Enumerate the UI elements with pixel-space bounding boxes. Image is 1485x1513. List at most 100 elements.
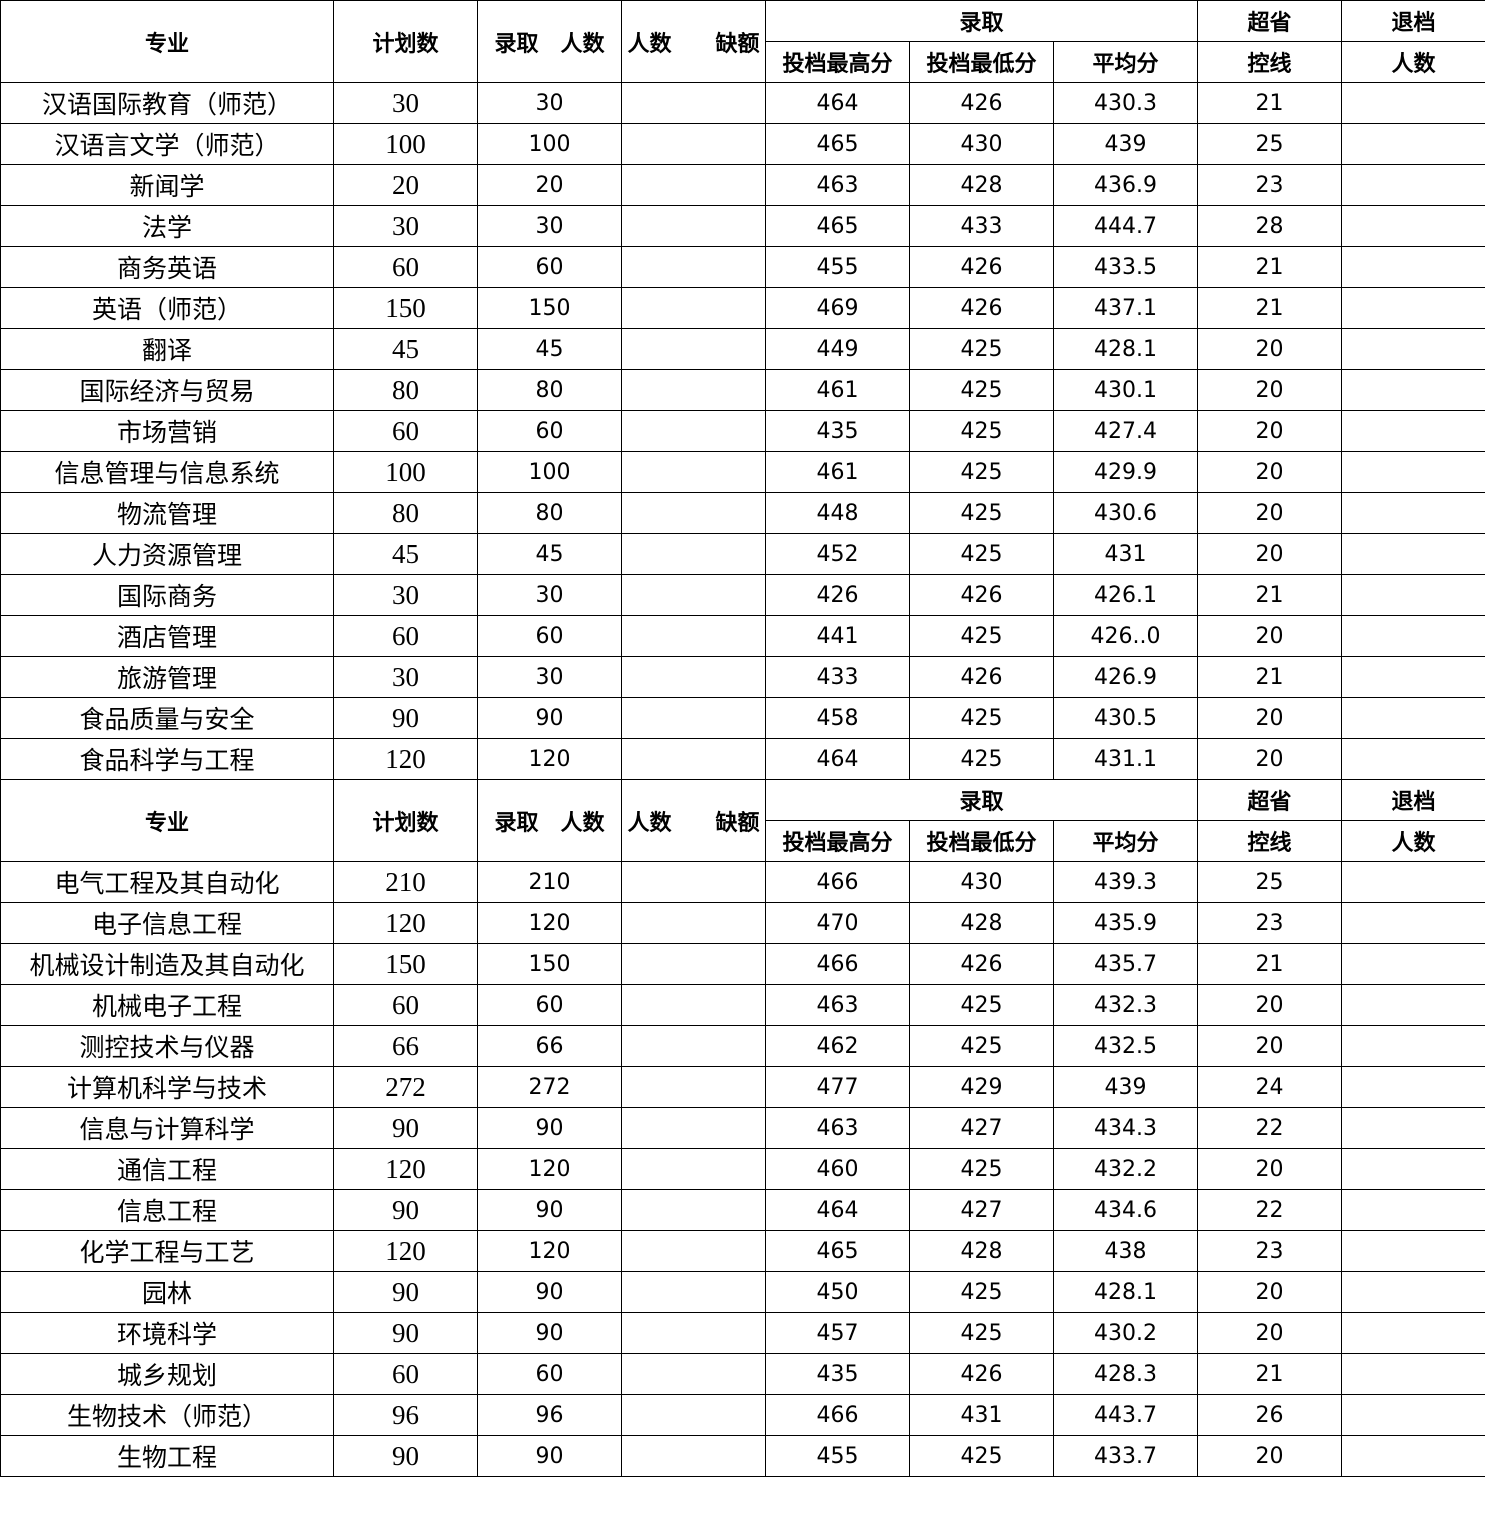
cell-max-score: 433 (765, 656, 910, 698)
cell-above-line: 21 (1197, 287, 1343, 329)
cell-above-line: 20 (1197, 615, 1343, 657)
cell-min-score: 425 (909, 1271, 1054, 1313)
cell-plan: 120 (333, 1148, 478, 1190)
header-max-score: 投档最高分 (765, 820, 910, 862)
header-max-score: 投档最高分 (765, 41, 910, 83)
header-admission-group: 录取 (764, 779, 1199, 821)
header-withdrawn-2: 人数 (1341, 41, 1485, 83)
cell-above-line: 21 (1197, 574, 1343, 616)
table-row: 测控技术与仪器 66 66 462 425 432.5 20 (0, 1025, 1485, 1067)
cell-shortfall (621, 1148, 766, 1190)
table-row: 食品质量与安全 90 90 458 425 430.5 20 (0, 697, 1485, 739)
cell-min-score: 428 (909, 902, 1054, 944)
cell-major: 电气工程及其自动化 (0, 861, 334, 903)
cell-admitted: 66 (477, 1025, 622, 1067)
cell-plan: 30 (333, 82, 478, 124)
cell-withdrawn (1341, 656, 1485, 698)
cell-max-score: 457 (765, 1312, 910, 1354)
cell-avg-score: 433.7 (1052, 1435, 1199, 1477)
cell-admitted: 120 (477, 902, 622, 944)
cell-major: 汉语言文学（师范） (0, 123, 334, 165)
cell-avg-score: 430.2 (1052, 1312, 1199, 1354)
cell-avg-score: 431 (1052, 533, 1199, 575)
cell-withdrawn (1341, 328, 1485, 370)
cell-withdrawn (1341, 205, 1485, 247)
header-above-line-2: 控线 (1197, 41, 1343, 83)
cell-max-score: 465 (765, 205, 910, 247)
cell-avg-score: 439 (1052, 123, 1199, 165)
cell-shortfall (621, 943, 766, 985)
cell-withdrawn (1341, 1189, 1485, 1231)
cell-plan: 30 (333, 574, 478, 616)
cell-shortfall (621, 697, 766, 739)
table-row: 生物技术（师范） 96 96 466 431 443.7 26 (0, 1394, 1485, 1436)
header-row: 投档最高分 投档最低分 平均分 控线 人数 (1, 820, 1485, 862)
cell-min-score: 429 (909, 1066, 1054, 1108)
cell-withdrawn (1341, 164, 1485, 206)
cell-shortfall (621, 1271, 766, 1313)
cell-plan: 20 (333, 164, 478, 206)
cell-withdrawn (1341, 1025, 1485, 1067)
cell-plan: 80 (333, 369, 478, 411)
cell-major: 生物技术（师范） (0, 1394, 334, 1436)
header-admission-group: 录取 (764, 0, 1199, 42)
cell-major: 测控技术与仪器 (0, 1025, 334, 1067)
cell-avg-score: 439 (1052, 1066, 1199, 1108)
cell-above-line: 21 (1197, 82, 1343, 124)
cell-above-line: 22 (1197, 1189, 1343, 1231)
cell-min-score: 426 (909, 1353, 1054, 1395)
table-row: 市场营销 60 60 435 425 427.4 20 (0, 410, 1485, 452)
cell-min-score: 425 (909, 369, 1054, 411)
table-row: 汉语国际教育（师范） 30 30 464 426 430.3 21 (0, 82, 1485, 124)
cell-avg-score: 430.6 (1052, 492, 1199, 534)
table-row: 商务英语 60 60 455 426 433.5 21 (0, 246, 1485, 288)
cell-avg-score: 432.2 (1052, 1148, 1199, 1190)
cell-major: 信息工程 (0, 1189, 334, 1231)
cell-shortfall (621, 369, 766, 411)
cell-admitted: 150 (477, 287, 622, 329)
cell-withdrawn (1341, 287, 1485, 329)
cell-major: 物流管理 (0, 492, 334, 534)
cell-min-score: 425 (909, 984, 1054, 1026)
cell-plan: 30 (333, 656, 478, 698)
cell-above-line: 20 (1197, 1312, 1343, 1354)
cell-max-score: 464 (765, 82, 910, 124)
header-major: 专业 (0, 779, 334, 862)
table-row: 物流管理 80 80 448 425 430.6 20 (0, 492, 1485, 534)
cell-plan: 60 (333, 410, 478, 452)
cell-min-score: 425 (909, 533, 1054, 575)
cell-admitted: 60 (477, 615, 622, 657)
cell-plan: 120 (333, 902, 478, 944)
cell-above-line: 25 (1197, 123, 1343, 165)
table-row: 信息管理与信息系统 100 100 461 425 429.9 20 (0, 451, 1485, 493)
cell-avg-score: 430.5 (1052, 697, 1199, 739)
cell-admitted: 90 (477, 1107, 622, 1149)
cell-avg-score: 435.7 (1052, 943, 1199, 985)
cell-major: 计算机科学与技术 (0, 1066, 334, 1108)
cell-min-score: 426 (909, 943, 1054, 985)
cell-avg-score: 426.1 (1052, 574, 1199, 616)
table-row: 电气工程及其自动化 210 210 466 430 439.3 25 (0, 861, 1485, 903)
cell-avg-score: 430.1 (1052, 369, 1199, 411)
cell-above-line: 20 (1197, 697, 1343, 739)
cell-min-score: 426 (909, 287, 1054, 329)
cell-avg-score: 429.9 (1052, 451, 1199, 493)
cell-admitted: 120 (477, 1148, 622, 1190)
cell-min-score: 428 (909, 164, 1054, 206)
cell-major: 翻译 (0, 328, 334, 370)
cell-withdrawn (1341, 410, 1485, 452)
cell-above-line: 22 (1197, 1107, 1343, 1149)
cell-plan: 60 (333, 615, 478, 657)
header-min-score: 投档最低分 (909, 41, 1054, 83)
cell-avg-score: 443.7 (1052, 1394, 1199, 1436)
cell-above-line: 20 (1197, 738, 1343, 780)
table-row: 人力资源管理 45 45 452 425 431 20 (0, 533, 1485, 575)
cell-major: 电子信息工程 (0, 902, 334, 944)
cell-withdrawn (1341, 369, 1485, 411)
table-row: 翻译 45 45 449 425 428.1 20 (0, 328, 1485, 370)
cell-major: 园林 (0, 1271, 334, 1313)
cell-admitted: 80 (477, 369, 622, 411)
cell-admitted: 272 (477, 1066, 622, 1108)
cell-shortfall (621, 1107, 766, 1149)
cell-min-score: 431 (909, 1394, 1054, 1436)
